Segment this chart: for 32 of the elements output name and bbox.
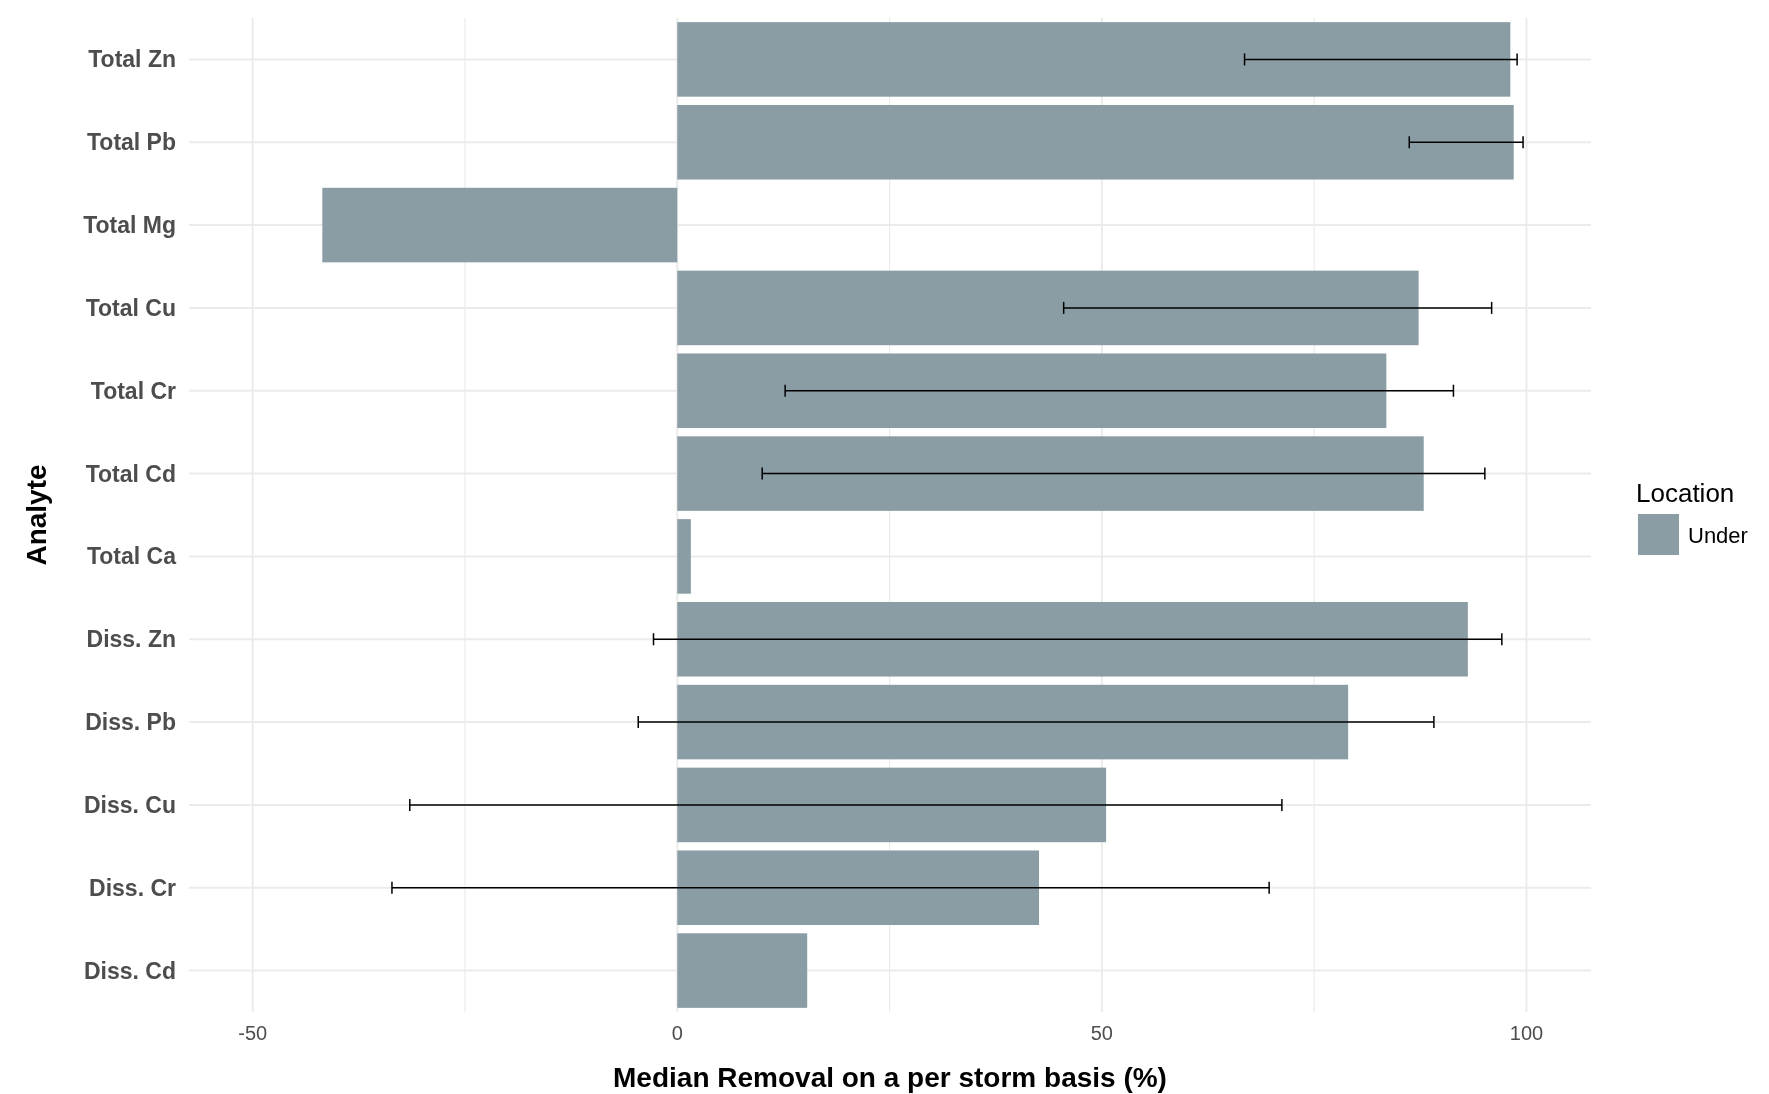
bar xyxy=(677,22,1511,97)
y-tick-label: Diss. Pb xyxy=(85,709,176,736)
bar xyxy=(677,850,1040,926)
bar xyxy=(677,270,1419,346)
y-tick-label: Total Ca xyxy=(86,543,177,570)
legend-label: Under xyxy=(1688,522,1748,548)
y-tick-label: Diss. Zn xyxy=(86,626,176,653)
legend-title: Location xyxy=(1636,478,1735,508)
y-tick-label: Diss. Cd xyxy=(83,957,176,984)
y-axis-title: Analyte xyxy=(21,464,52,566)
y-tick-label: Diss. Cu xyxy=(83,791,176,818)
bar xyxy=(677,104,1514,180)
bar xyxy=(677,684,1349,760)
bar xyxy=(677,767,1107,843)
bar xyxy=(677,601,1468,677)
y-tick-label: Diss. Cr xyxy=(89,874,177,901)
y-tick-label: Total Cd xyxy=(85,460,176,487)
y-tick-label: Total Mg xyxy=(83,212,176,239)
bar xyxy=(677,933,808,1008)
x-tick-label: 50 xyxy=(1090,1022,1113,1044)
x-axis-title: Median Removal on a per storm basis (%) xyxy=(613,1062,1167,1093)
x-tick-label: -50 xyxy=(238,1022,268,1044)
bar xyxy=(677,353,1387,429)
bar xyxy=(322,187,678,263)
x-tick-label: 0 xyxy=(671,1022,683,1044)
x-tick-label: 100 xyxy=(1509,1022,1544,1044)
y-tick-label: Total Cr xyxy=(90,377,177,404)
y-tick-label: Total Pb xyxy=(86,129,176,156)
bar xyxy=(677,436,1424,511)
bar xyxy=(677,519,691,594)
y-tick-label: Total Cu xyxy=(85,294,176,321)
y-tick-label: Total Zn xyxy=(88,46,176,73)
